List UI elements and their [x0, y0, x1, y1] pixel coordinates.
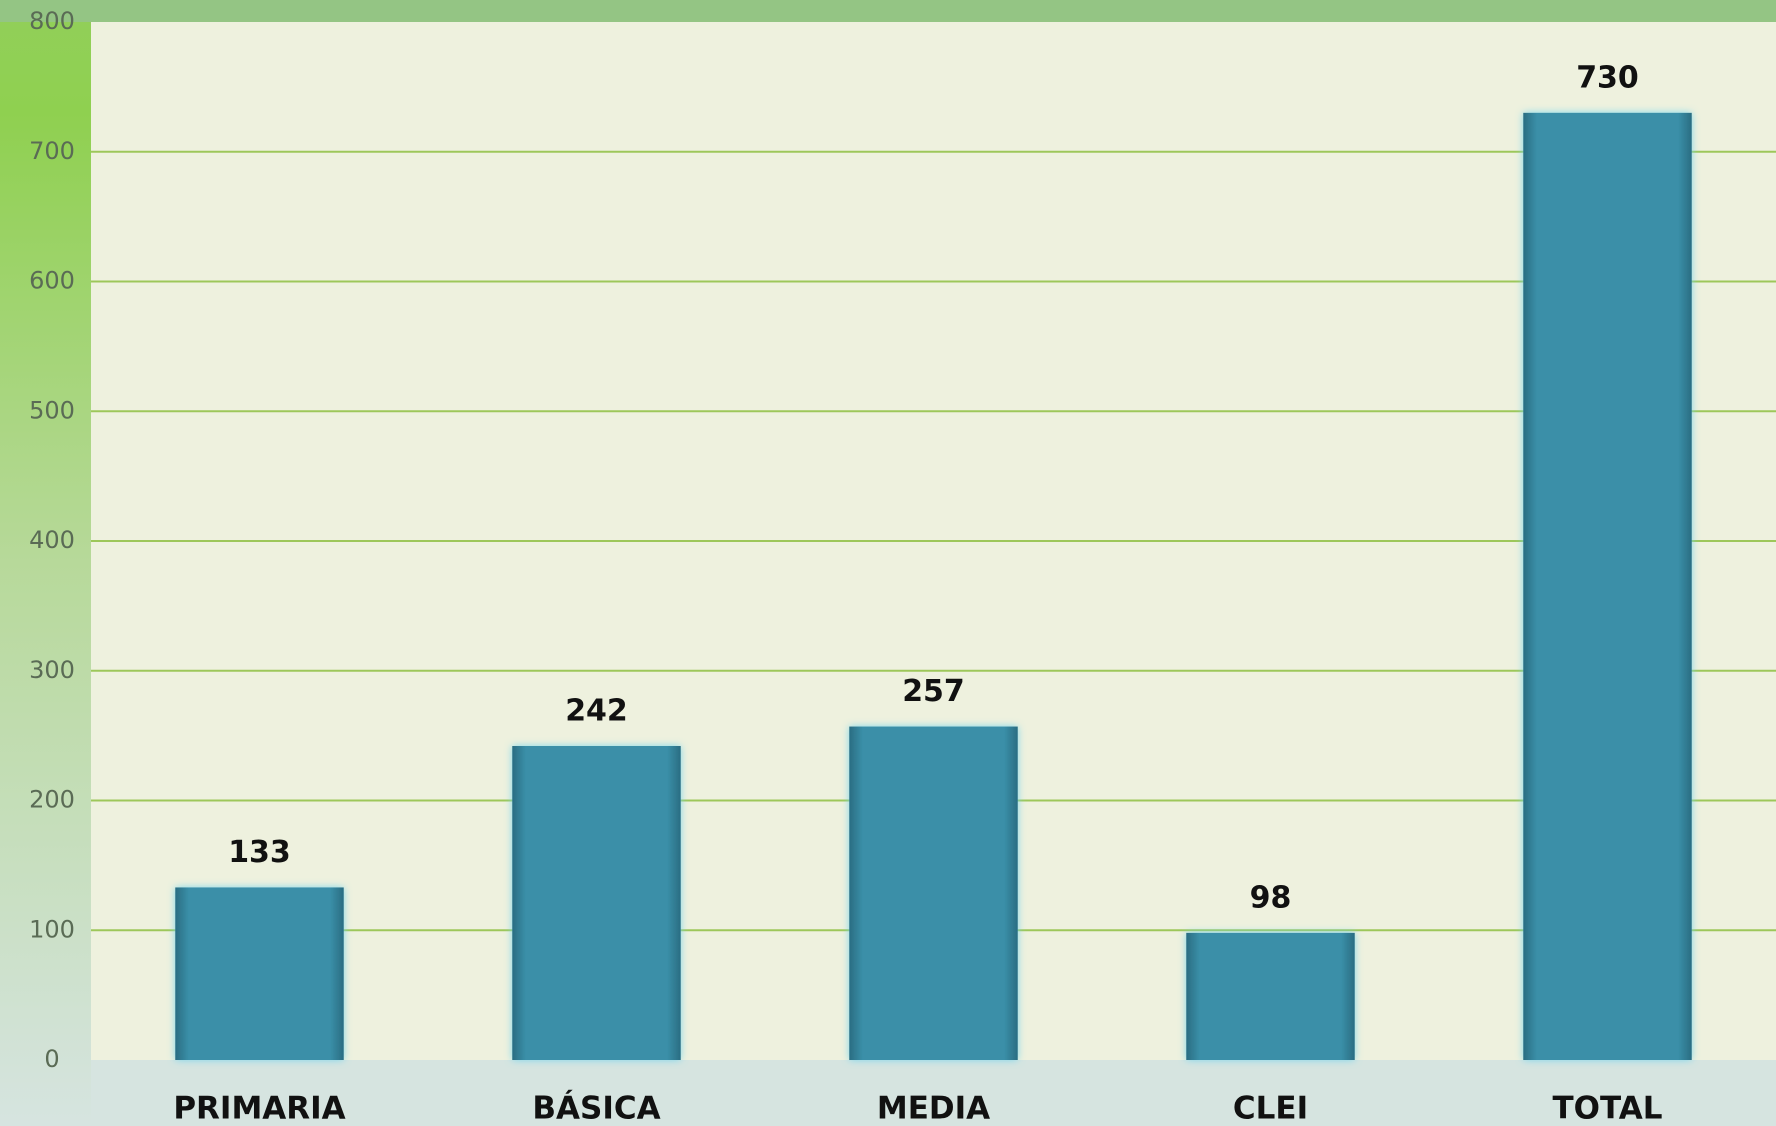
y-tick-label: 700 [29, 137, 75, 165]
value-label: 133 [228, 835, 291, 870]
y-tick-label: 400 [29, 526, 75, 554]
bar [1186, 932, 1355, 1060]
category-band [91, 1060, 1776, 1126]
y-tick-label: 100 [29, 915, 75, 943]
y-tick-label: 300 [29, 656, 75, 684]
x-tick-label: TOTAL [1553, 1091, 1663, 1126]
bar [849, 726, 1018, 1060]
y-tick-label: 600 [29, 267, 75, 295]
value-label: 242 [565, 694, 628, 729]
x-tick-label: PRIMARIA [173, 1091, 345, 1126]
x-tick-label: MEDIA [877, 1091, 990, 1126]
value-label: 98 [1250, 880, 1292, 915]
top-band [0, 0, 1776, 22]
bar [512, 746, 681, 1060]
bar [1523, 112, 1692, 1060]
y-tick-label: 0 [44, 1045, 59, 1073]
y-tick-label: 500 [29, 396, 75, 424]
value-label: 257 [902, 674, 965, 709]
bar [175, 887, 344, 1060]
y-tick-label: 200 [29, 786, 75, 814]
value-label: 730 [1576, 60, 1639, 95]
y-tick-label: 800 [29, 7, 75, 35]
x-tick-label: CLEI [1233, 1091, 1308, 1126]
x-tick-label: BÁSICA [532, 1091, 660, 1126]
